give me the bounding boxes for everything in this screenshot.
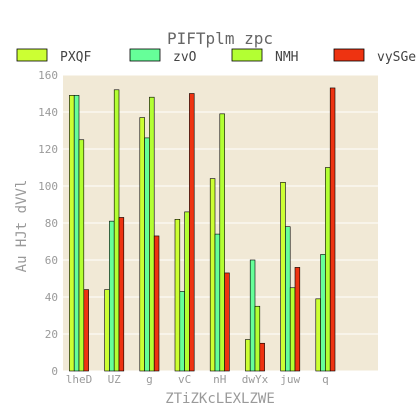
bar bbox=[294, 267, 301, 372]
x-tick-label: dwYx bbox=[242, 373, 269, 386]
bar bbox=[113, 89, 120, 372]
y-tick-label: 100 bbox=[38, 180, 58, 193]
x-tick-label: lheD bbox=[66, 373, 93, 386]
bar bbox=[149, 96, 155, 372]
bar bbox=[139, 117, 145, 372]
bar bbox=[189, 93, 195, 372]
legend-label: PXQF bbox=[60, 50, 91, 65]
y-tick-label: 40 bbox=[45, 291, 58, 304]
bar bbox=[209, 178, 216, 372]
y-axis-ticks: 0 20 40 60 80 100 120 140 160 bbox=[38, 69, 58, 378]
legend-label: NMH bbox=[275, 50, 298, 65]
y-tick-label: 120 bbox=[38, 143, 58, 156]
bar bbox=[219, 113, 225, 372]
y-tick-label: 0 bbox=[51, 365, 58, 378]
x-tick-label: nH bbox=[213, 373, 226, 386]
x-axis-ticks: lheD UZ g vC nH dwYx juw q bbox=[66, 373, 329, 386]
legend-swatch bbox=[129, 48, 161, 62]
bar bbox=[224, 272, 230, 372]
x-tick-label: q bbox=[322, 373, 329, 386]
x-axis-title: ZTiZKcLEXLZWE bbox=[165, 391, 275, 407]
bars bbox=[69, 87, 336, 372]
legend-swatch bbox=[333, 48, 365, 62]
bar bbox=[285, 226, 291, 372]
chart-title: PIFTplm zpc bbox=[167, 29, 273, 48]
bar bbox=[315, 298, 321, 372]
bar bbox=[109, 220, 115, 372]
bar bbox=[329, 87, 336, 372]
bar bbox=[249, 259, 256, 372]
x-tick-label: juw bbox=[280, 373, 300, 386]
legend-label: vySGe bbox=[377, 50, 416, 65]
legend: PXQF zvO NMH vySGe bbox=[16, 48, 416, 65]
legend-swatch bbox=[16, 48, 48, 62]
bar bbox=[254, 305, 261, 372]
bar bbox=[325, 167, 331, 372]
bar bbox=[118, 217, 125, 372]
y-tick-label: 80 bbox=[45, 217, 58, 230]
bar bbox=[69, 95, 75, 372]
y-tick-label: 160 bbox=[38, 69, 58, 82]
legend-swatch bbox=[231, 48, 263, 62]
bar bbox=[174, 219, 181, 372]
y-axis-title: Au HJt dVVl bbox=[14, 180, 30, 273]
y-tick-label: 60 bbox=[45, 254, 58, 267]
y-tick-label: 140 bbox=[38, 106, 58, 119]
bar bbox=[144, 137, 150, 372]
x-tick-label: g bbox=[146, 373, 153, 386]
bar bbox=[104, 289, 110, 372]
bar bbox=[320, 254, 326, 372]
bar bbox=[289, 287, 296, 372]
bar bbox=[153, 235, 160, 372]
bar bbox=[78, 139, 85, 372]
legend-label: zvO bbox=[173, 50, 197, 65]
bar bbox=[83, 289, 89, 372]
bar bbox=[73, 95, 80, 372]
bar bbox=[245, 339, 251, 372]
bar bbox=[184, 211, 190, 372]
bar bbox=[259, 342, 265, 372]
y-tick-label: 20 bbox=[45, 328, 58, 341]
bar bbox=[179, 291, 185, 372]
x-tick-label: vC bbox=[178, 373, 191, 386]
bar bbox=[214, 233, 221, 372]
x-tick-label: UZ bbox=[108, 373, 122, 386]
bar bbox=[280, 182, 286, 372]
